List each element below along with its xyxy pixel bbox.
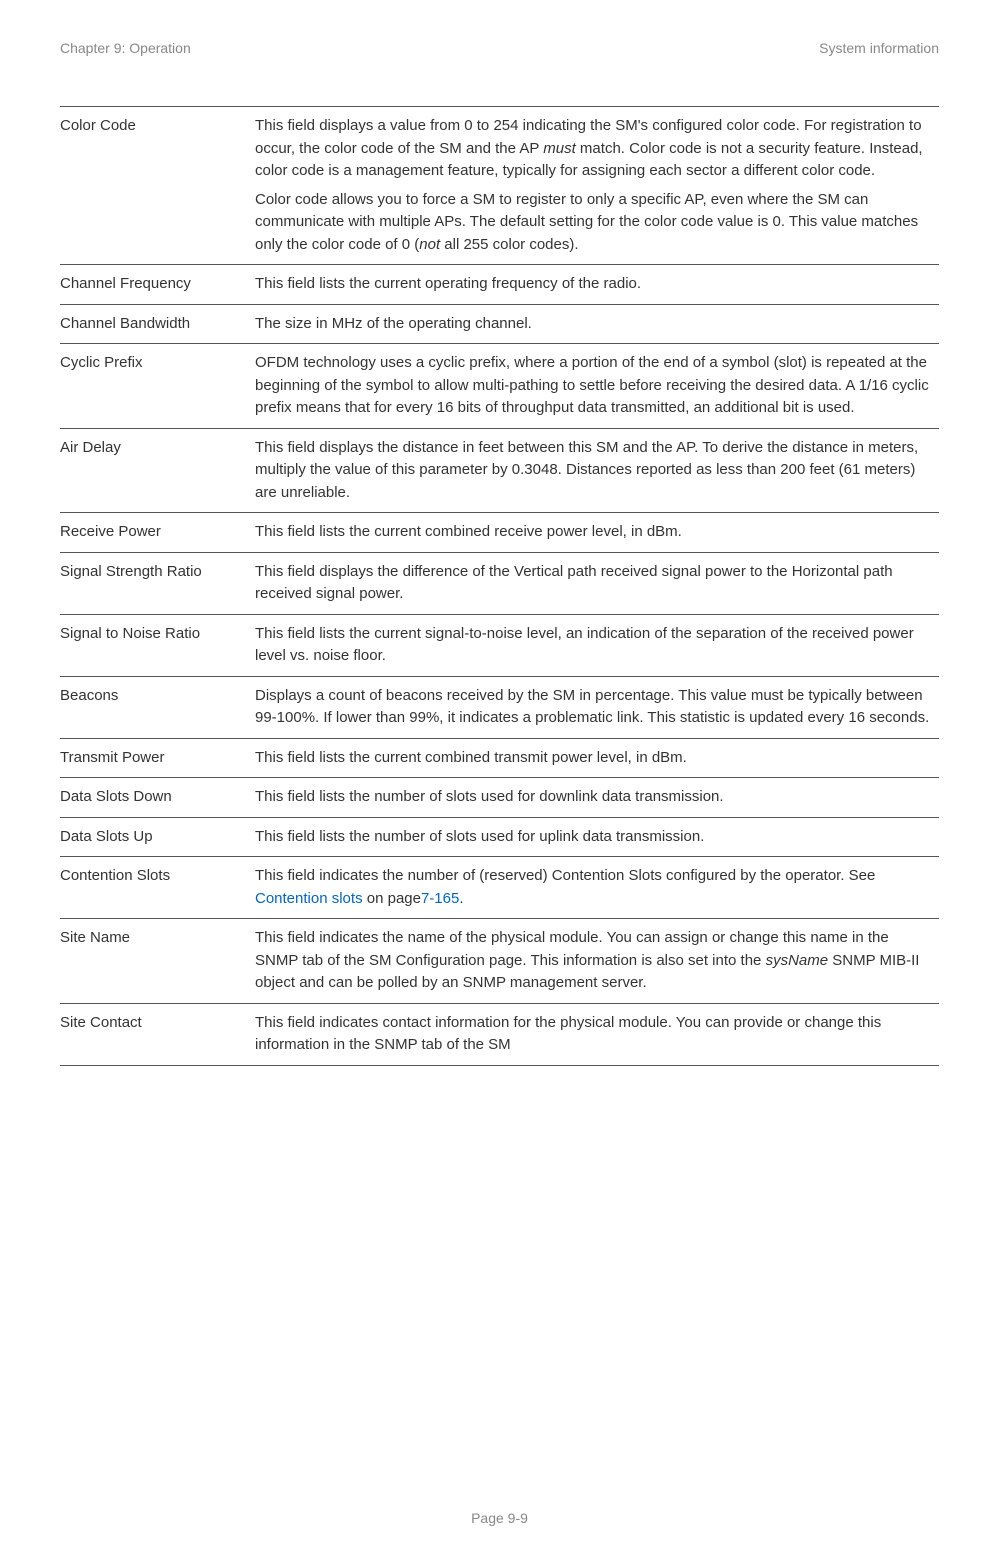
attributes-table: Color CodeThis field displays a value fr… bbox=[60, 106, 939, 1066]
body-text: This field displays the difference of th… bbox=[255, 563, 893, 603]
emphasis-text: must bbox=[543, 140, 576, 157]
cross-reference-link[interactable]: 7-165 bbox=[421, 890, 459, 907]
body-text: This field indicates contact information… bbox=[255, 1014, 881, 1054]
table-row: Air DelayThis field displays the distanc… bbox=[60, 428, 939, 513]
attribute-description: This field displays a value from 0 to 25… bbox=[255, 107, 939, 265]
attribute-description: This field lists the current combined tr… bbox=[255, 738, 939, 778]
description-paragraph: This field lists the current combined tr… bbox=[255, 747, 933, 770]
description-paragraph: This field lists the current signal-to-n… bbox=[255, 623, 933, 668]
description-paragraph: This field lists the number of slots use… bbox=[255, 826, 933, 849]
body-text: The size in MHz of the operating channel… bbox=[255, 315, 532, 332]
attribute-label: Beacons bbox=[60, 676, 255, 738]
description-paragraph: This field indicates contact information… bbox=[255, 1012, 933, 1057]
emphasis-text: sysName bbox=[766, 952, 829, 969]
attribute-description: This field lists the number of slots use… bbox=[255, 778, 939, 818]
table-row: Color CodeThis field displays a value fr… bbox=[60, 107, 939, 265]
attribute-label: Data Slots Up bbox=[60, 817, 255, 857]
description-paragraph: Color code allows you to force a SM to r… bbox=[255, 189, 933, 257]
table-row: Data Slots DownThis field lists the numb… bbox=[60, 778, 939, 818]
body-text: This field lists the current combined tr… bbox=[255, 749, 687, 766]
attribute-description: This field lists the current operating f… bbox=[255, 265, 939, 305]
body-text: all 255 color codes). bbox=[440, 236, 578, 253]
table-row: Signal Strength RatioThis field displays… bbox=[60, 552, 939, 614]
attribute-label: Color Code bbox=[60, 107, 255, 265]
attribute-label: Signal to Noise Ratio bbox=[60, 614, 255, 676]
description-paragraph: Displays a count of beacons received by … bbox=[255, 685, 933, 730]
table-row: Channel FrequencyThis field lists the cu… bbox=[60, 265, 939, 305]
page-header: Chapter 9: Operation System information bbox=[60, 40, 939, 56]
body-text: This field indicates the number of (rese… bbox=[255, 867, 875, 884]
attribute-label: Cyclic Prefix bbox=[60, 344, 255, 429]
attribute-label: Site Name bbox=[60, 919, 255, 1004]
description-paragraph: OFDM technology uses a cyclic prefix, wh… bbox=[255, 352, 933, 420]
table-row: Site NameThis field indicates the name o… bbox=[60, 919, 939, 1004]
attribute-description: This field indicates the number of (rese… bbox=[255, 857, 939, 919]
attribute-description: This field displays the difference of th… bbox=[255, 552, 939, 614]
attribute-description: This field indicates contact information… bbox=[255, 1003, 939, 1065]
body-text: This field lists the current combined re… bbox=[255, 523, 682, 540]
body-text: OFDM technology uses a cyclic prefix, wh… bbox=[255, 354, 929, 416]
description-paragraph: This field lists the number of slots use… bbox=[255, 786, 933, 809]
attribute-description: This field displays the distance in feet… bbox=[255, 428, 939, 513]
body-text: on page bbox=[363, 890, 421, 907]
table-row: Signal to Noise RatioThis field lists th… bbox=[60, 614, 939, 676]
body-text: This field lists the number of slots use… bbox=[255, 828, 704, 845]
attribute-description: Displays a count of beacons received by … bbox=[255, 676, 939, 738]
emphasis-text: not bbox=[419, 236, 440, 253]
table-row: Contention SlotsThis field indicates the… bbox=[60, 857, 939, 919]
attribute-description: This field lists the current combined re… bbox=[255, 513, 939, 553]
attribute-description: This field lists the current signal-to-n… bbox=[255, 614, 939, 676]
attribute-label: Air Delay bbox=[60, 428, 255, 513]
table-row: Receive PowerThis field lists the curren… bbox=[60, 513, 939, 553]
attribute-label: Data Slots Down bbox=[60, 778, 255, 818]
table-row: BeaconsDisplays a count of beacons recei… bbox=[60, 676, 939, 738]
header-right: System information bbox=[819, 40, 939, 56]
body-text: . bbox=[459, 890, 463, 907]
description-paragraph: The size in MHz of the operating channel… bbox=[255, 313, 933, 336]
description-paragraph: This field displays the distance in feet… bbox=[255, 437, 933, 505]
attribute-description: OFDM technology uses a cyclic prefix, wh… bbox=[255, 344, 939, 429]
attribute-label: Transmit Power bbox=[60, 738, 255, 778]
attribute-label: Site Contact bbox=[60, 1003, 255, 1065]
table-row: Transmit PowerThis field lists the curre… bbox=[60, 738, 939, 778]
header-left: Chapter 9: Operation bbox=[60, 40, 191, 56]
attribute-label: Contention Slots bbox=[60, 857, 255, 919]
attribute-description: This field indicates the name of the phy… bbox=[255, 919, 939, 1004]
cross-reference-link[interactable]: Contention slots bbox=[255, 890, 363, 907]
description-paragraph: This field lists the current combined re… bbox=[255, 521, 933, 544]
attribute-label: Channel Bandwidth bbox=[60, 304, 255, 344]
description-paragraph: This field displays the difference of th… bbox=[255, 561, 933, 606]
description-paragraph: This field lists the current operating f… bbox=[255, 273, 933, 296]
table-row: Site ContactThis field indicates contact… bbox=[60, 1003, 939, 1065]
description-paragraph: This field displays a value from 0 to 25… bbox=[255, 115, 933, 183]
table-row: Data Slots UpThis field lists the number… bbox=[60, 817, 939, 857]
body-text: This field lists the current signal-to-n… bbox=[255, 625, 914, 665]
page-footer: Page 9-9 bbox=[0, 1510, 999, 1526]
body-text: Displays a count of beacons received by … bbox=[255, 687, 929, 727]
attribute-label: Signal Strength Ratio bbox=[60, 552, 255, 614]
table-row: Channel BandwidthThe size in MHz of the … bbox=[60, 304, 939, 344]
table-row: Cyclic PrefixOFDM technology uses a cycl… bbox=[60, 344, 939, 429]
description-paragraph: This field indicates the number of (rese… bbox=[255, 865, 933, 910]
description-paragraph: This field indicates the name of the phy… bbox=[255, 927, 933, 995]
body-text: This field displays the distance in feet… bbox=[255, 439, 918, 501]
body-text: This field lists the current operating f… bbox=[255, 275, 641, 292]
attribute-description: The size in MHz of the operating channel… bbox=[255, 304, 939, 344]
attribute-label: Receive Power bbox=[60, 513, 255, 553]
attribute-description: This field lists the number of slots use… bbox=[255, 817, 939, 857]
body-text: This field lists the number of slots use… bbox=[255, 788, 724, 805]
attribute-label: Channel Frequency bbox=[60, 265, 255, 305]
body-text: Color code allows you to force a SM to r… bbox=[255, 191, 918, 253]
